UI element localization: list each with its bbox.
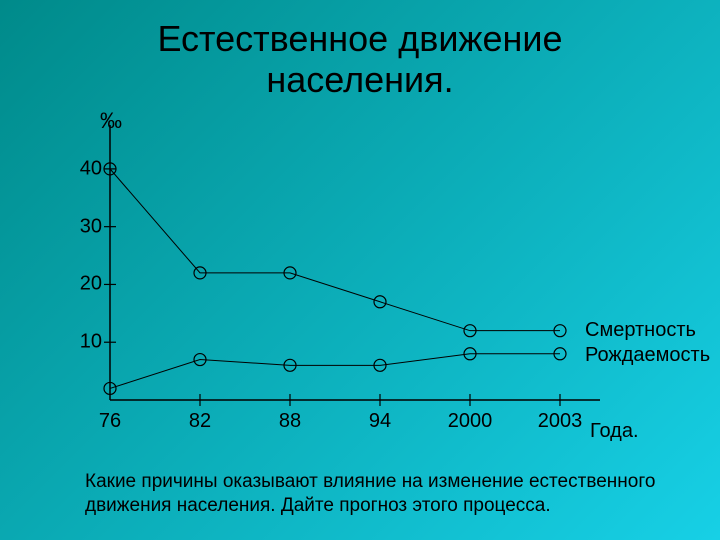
y-tick-label: 40	[62, 157, 102, 180]
legend-label: Смертность	[585, 319, 696, 342]
title-line-2: населения.	[266, 59, 453, 100]
chart-svg	[80, 120, 640, 440]
legend-label: Рождаемость	[585, 344, 710, 367]
x-tick-label: 2000	[448, 410, 493, 433]
y-tick-label: 20	[62, 273, 102, 296]
x-axis-title: Года.	[590, 420, 639, 443]
y-tick-label: 10	[62, 331, 102, 354]
x-tick-label: 88	[279, 410, 301, 433]
x-tick-label: 94	[369, 410, 391, 433]
x-tick-label: 2003	[538, 410, 583, 433]
x-tick-label: 76	[99, 410, 121, 433]
y-tick-label: 30	[62, 215, 102, 238]
x-tick-label: 82	[189, 410, 211, 433]
slide-title: Естественное движение населения.	[0, 0, 720, 101]
slide-caption: Какие причины оказывают влияние на измен…	[85, 470, 665, 518]
title-line-1: Естественное движение	[157, 18, 562, 59]
chart-area: ‰ 10203040 7682889420002003 СмертностьРо…	[80, 120, 640, 440]
